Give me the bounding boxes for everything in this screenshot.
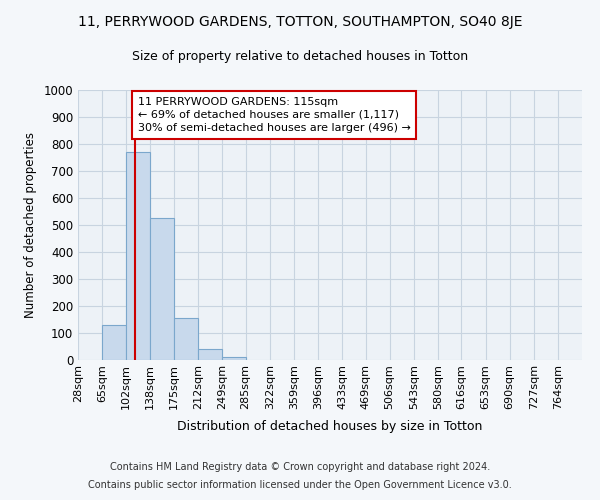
Bar xyxy=(222,358,246,360)
Text: 11 PERRYWOOD GARDENS: 115sqm
← 69% of detached houses are smaller (1,117)
30% of: 11 PERRYWOOD GARDENS: 115sqm ← 69% of de… xyxy=(138,97,411,133)
X-axis label: Distribution of detached houses by size in Totton: Distribution of detached houses by size … xyxy=(178,420,482,434)
Bar xyxy=(174,318,198,360)
Y-axis label: Number of detached properties: Number of detached properties xyxy=(23,132,37,318)
Bar xyxy=(150,218,174,360)
Bar xyxy=(102,325,126,360)
Text: Contains public sector information licensed under the Open Government Licence v3: Contains public sector information licen… xyxy=(88,480,512,490)
Text: 11, PERRYWOOD GARDENS, TOTTON, SOUTHAMPTON, SO40 8JE: 11, PERRYWOOD GARDENS, TOTTON, SOUTHAMPT… xyxy=(78,15,522,29)
Text: Size of property relative to detached houses in Totton: Size of property relative to detached ho… xyxy=(132,50,468,63)
Text: Contains HM Land Registry data © Crown copyright and database right 2024.: Contains HM Land Registry data © Crown c… xyxy=(110,462,490,472)
Bar xyxy=(198,349,222,360)
Bar xyxy=(126,152,151,360)
